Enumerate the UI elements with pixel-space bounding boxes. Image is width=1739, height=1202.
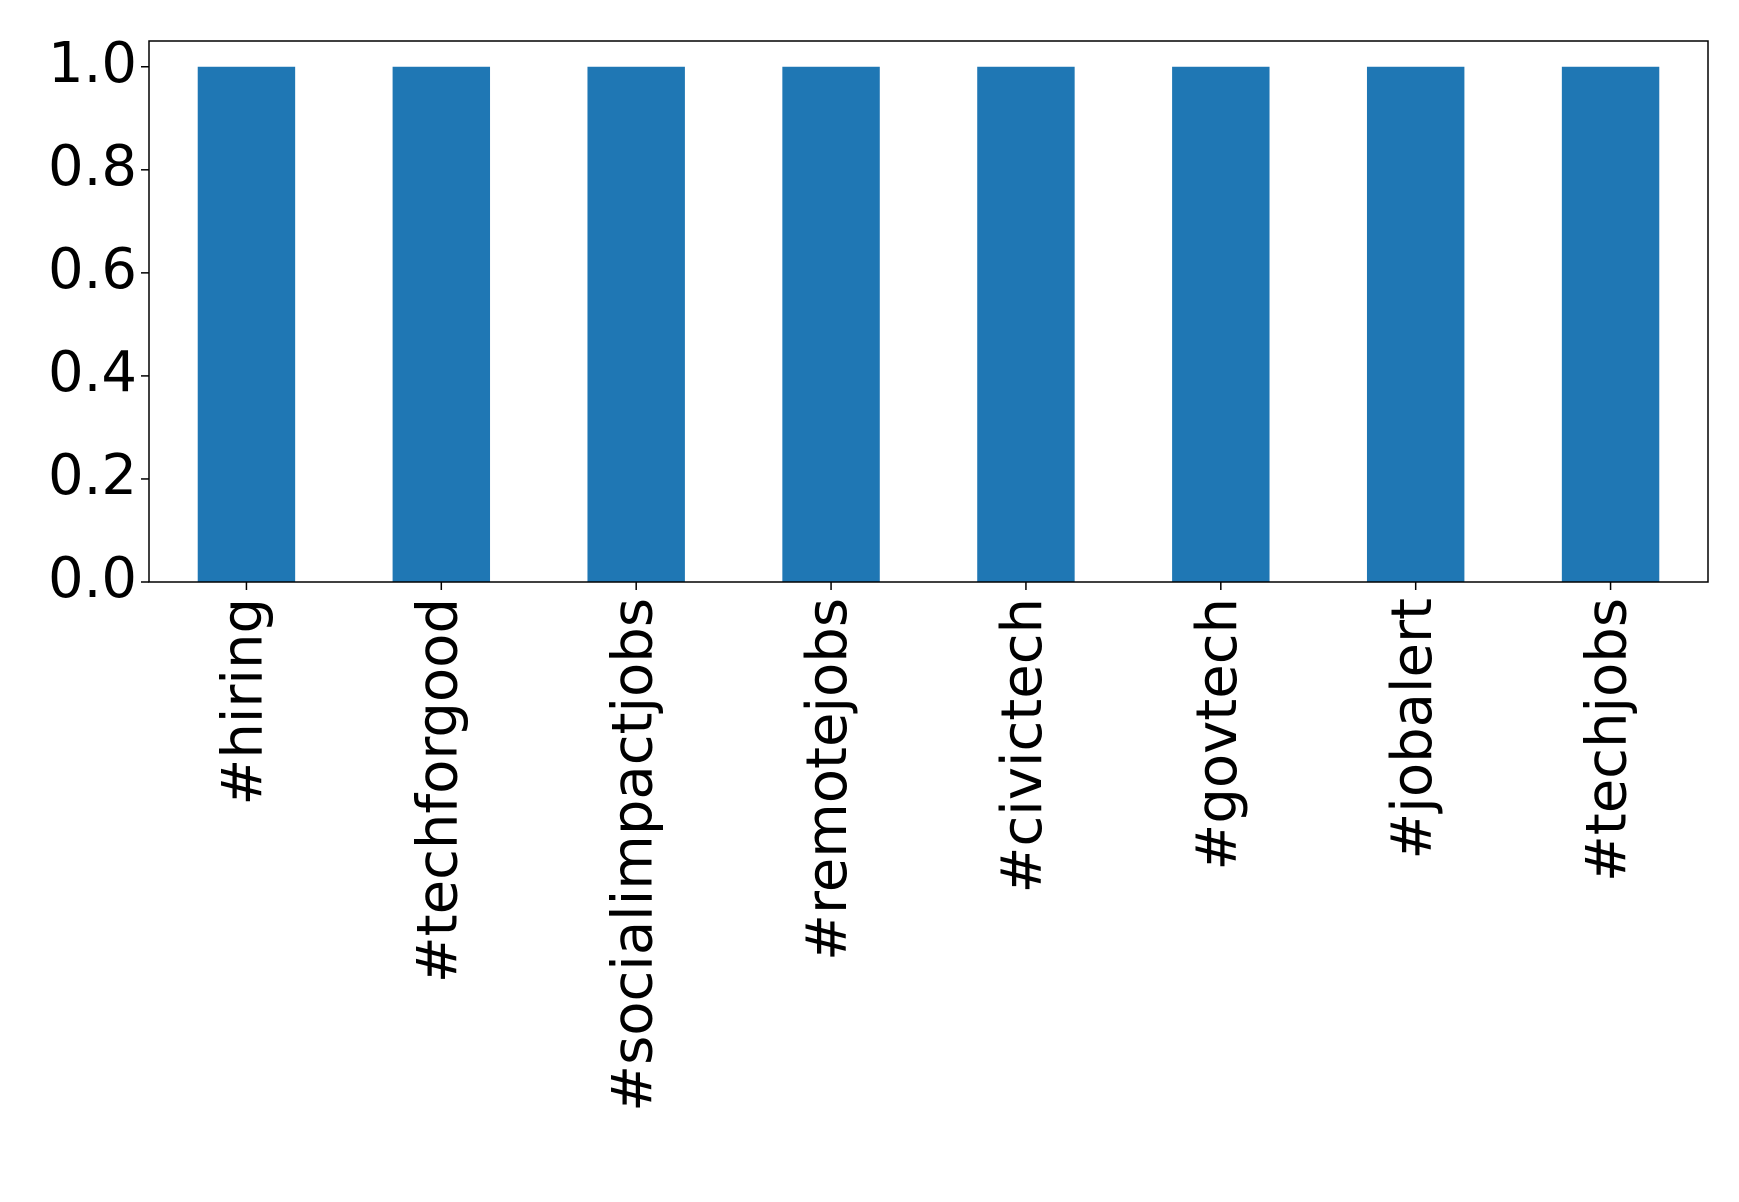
bar [1366,66,1465,582]
y-tick-label: 0.8 [48,134,137,199]
x-tick-label: #remotejobs [795,598,860,961]
y-tick-label: 0.0 [48,546,137,611]
x-tick-label: #techforgood [405,598,470,983]
x-tick-label: #socialimpactjobs [600,598,665,1112]
x-tick-label: #govtech [1185,598,1250,871]
y-tick-label: 0.4 [48,340,137,405]
x-tick-label: #hiring [211,598,276,806]
y-tick-label: 1.0 [48,31,137,96]
y-tick-label: 0.2 [48,443,137,508]
bar [587,66,685,582]
x-tick-label: #civictech [990,598,1055,893]
y-tick-label: 0.6 [48,237,137,302]
bar [977,66,1075,582]
bar [197,66,296,582]
bar [782,66,880,582]
bar [392,66,491,582]
x-tick-label: #techjobs [1575,598,1640,882]
x-tick-label: #jobalert [1380,598,1445,860]
bar [1172,66,1270,582]
plot-frame [148,40,1709,583]
bar [1561,66,1660,582]
